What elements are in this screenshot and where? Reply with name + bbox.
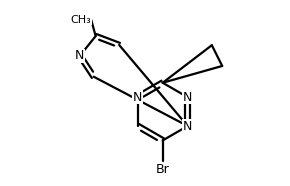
Text: N: N — [75, 49, 85, 62]
Text: Br: Br — [156, 163, 170, 176]
Text: CH₃: CH₃ — [70, 15, 91, 25]
Text: N: N — [183, 120, 192, 132]
Text: N: N — [133, 91, 142, 104]
Text: N: N — [183, 91, 192, 104]
